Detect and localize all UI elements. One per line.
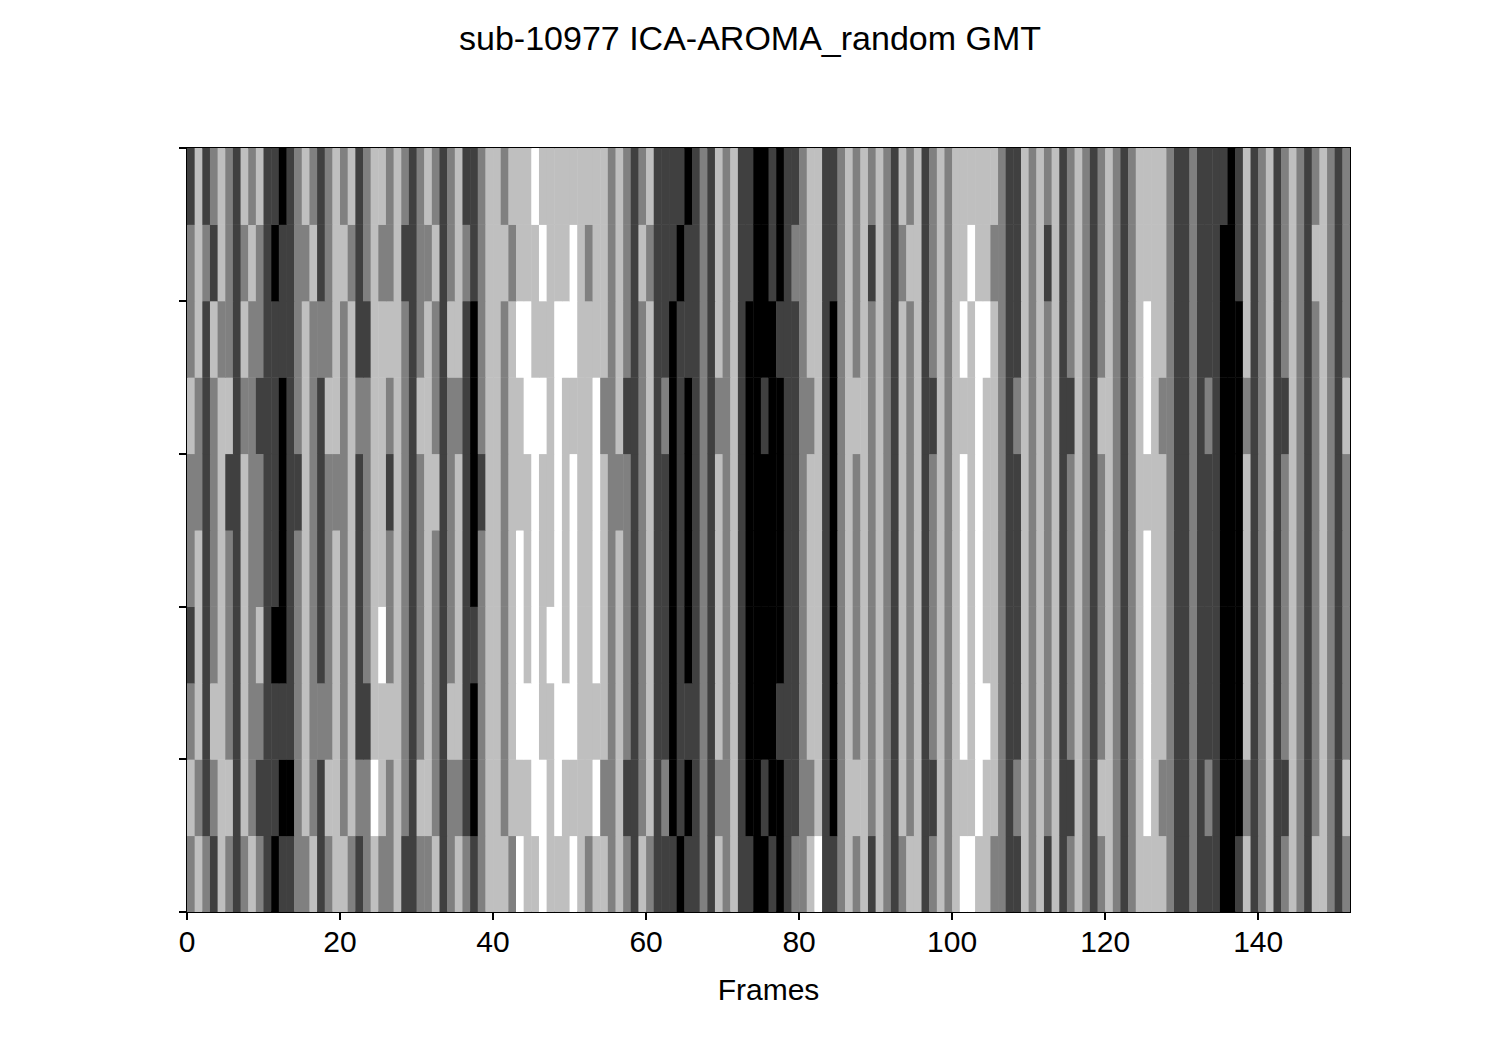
svg-text:140: 140 [1233,925,1283,958]
svg-text:sub-10977 ICA-AROMA_random GMT: sub-10977 ICA-AROMA_random GMT [459,19,1041,57]
svg-text:120: 120 [1080,925,1130,958]
svg-text:Frames: Frames [718,973,820,1006]
svg-text:80: 80 [782,925,815,958]
svg-text:60: 60 [629,925,662,958]
svg-text:100: 100 [927,925,977,958]
svg-text:0: 0 [179,925,196,958]
svg-text:40: 40 [476,925,509,958]
svg-text:20: 20 [323,925,356,958]
